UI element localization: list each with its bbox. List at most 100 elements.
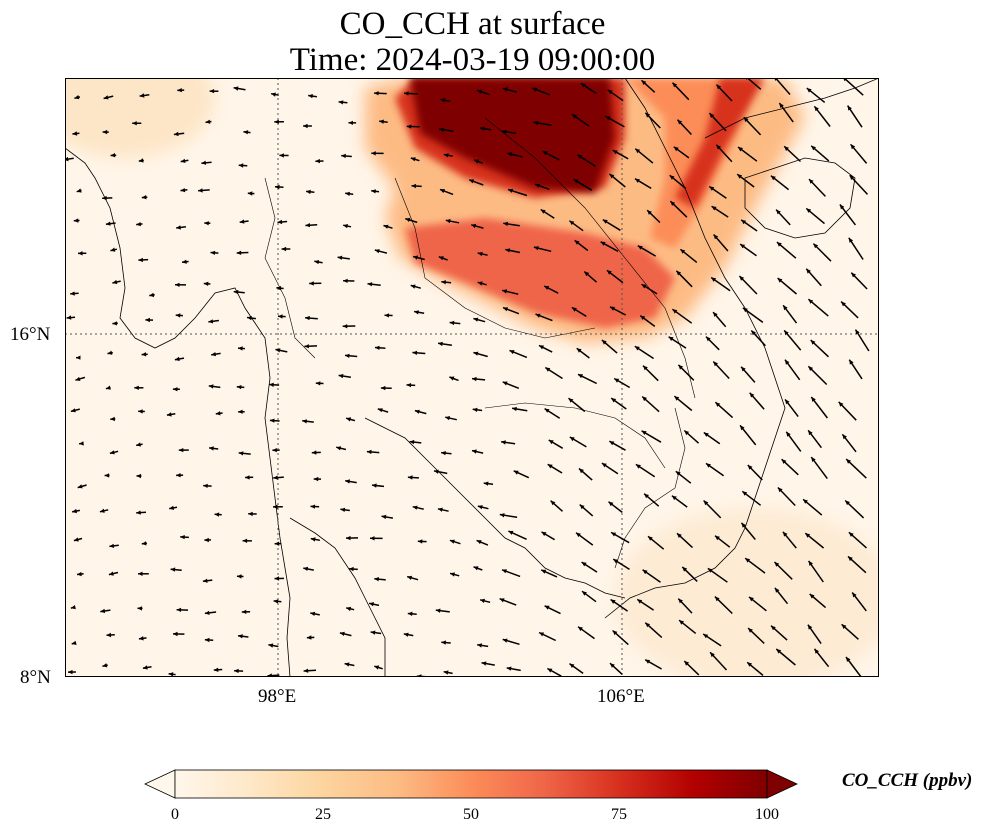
wind-arrow-head [814, 106, 819, 112]
wind-arrow-head [669, 175, 675, 180]
wind-arrow-head [716, 144, 721, 150]
wind-arrow-head [112, 321, 117, 326]
wind-arrow-head [169, 505, 174, 510]
wind-arrow-head [740, 425, 745, 431]
wind-arrow-head [779, 103, 784, 108]
wind-arrow-head [371, 189, 376, 194]
wind-arrow-head [855, 329, 860, 335]
colorbar-tick-50: 50 [463, 806, 479, 823]
wind-arrow-head [673, 146, 679, 152]
wind-arrow-head [545, 367, 551, 372]
wind-arrow-head [204, 537, 209, 543]
wind-arrow-head [438, 256, 444, 261]
wind-arrow-head [346, 535, 351, 541]
lon-tick-106e: 106°E [597, 686, 645, 707]
wind-arrow-head [739, 276, 745, 281]
wind-arrow-head [138, 409, 143, 414]
wind-arrow-head [412, 350, 418, 355]
wind-arrow-head [377, 408, 383, 413]
wind-arrow-head [674, 396, 680, 401]
wind-arrow-head [645, 622, 651, 628]
wind-arrow-head [406, 124, 412, 129]
wind-arrow-head [379, 119, 384, 124]
wind-arrow-head [479, 126, 485, 131]
wind-arrow-head [477, 89, 482, 94]
wind-arrow-head [273, 504, 278, 509]
wind-arrow-head [407, 475, 413, 480]
wind-arrow-head [338, 373, 344, 379]
wind-arrow-head [472, 407, 478, 412]
wind-arrow-head [449, 376, 455, 381]
wind-arrow-head [477, 505, 483, 510]
wind-arrow-head [578, 626, 583, 632]
wind-arrow-head [247, 191, 253, 196]
wind-arrow-head [845, 500, 850, 506]
wind-arrow-head [213, 667, 219, 672]
wind-arrow-head [605, 116, 611, 121]
wind-arrow-head [774, 587, 780, 593]
wind-arrow-head [279, 153, 284, 158]
wind-arrow-head [502, 569, 507, 574]
wind-arrow-head [506, 666, 512, 671]
wind-arrow-head [336, 446, 342, 451]
wind-arrow-head [303, 668, 309, 673]
map-plot-area [65, 78, 879, 677]
wind-arrow-head [245, 475, 250, 480]
wind-arrow-head [437, 507, 443, 512]
wind-arrow-head [71, 640, 77, 645]
wind-arrow-head [476, 540, 482, 545]
wind-arrow-head [645, 659, 651, 664]
wind-arrow-head [642, 569, 648, 575]
wind-arrow-head [136, 222, 141, 227]
wind-arrow-head [239, 219, 245, 224]
wind-arrow-head [440, 98, 446, 103]
wind-arrow-head [477, 281, 483, 286]
wind-arrow-head [407, 611, 413, 616]
wind-arrow-head [441, 280, 446, 285]
wind-arrow-head [644, 493, 649, 499]
wind-arrow-head [77, 484, 83, 489]
coast-hainan [744, 157, 856, 239]
colorbar-extend-low [144, 769, 176, 799]
wind-arrow-head [612, 150, 618, 155]
wind-arrow-head [611, 532, 617, 537]
wind-arrow-head [109, 450, 115, 455]
wind-arrow-head [134, 385, 139, 390]
wind-arrow-head [209, 89, 215, 94]
wind-arrow-head [781, 459, 787, 464]
wind-arrow-head [672, 82, 678, 88]
wind-arrow-head [774, 562, 780, 567]
wind-arrow-head [846, 459, 851, 464]
wind-arrow-head [571, 307, 577, 312]
wind-arrow-head [641, 430, 647, 435]
wind-arrow-head [141, 541, 147, 546]
wind-arrow-head [601, 463, 607, 468]
wind-arrow-head [600, 241, 606, 246]
wind-arrow-head [849, 359, 854, 365]
wind-arrow-head [509, 350, 515, 355]
wind-arrow-head [643, 365, 648, 371]
wind-arrow-head [310, 504, 316, 509]
wind-arrow-head [345, 353, 350, 358]
wind-arrow-head [569, 437, 575, 442]
wind-arrow-head [532, 87, 538, 92]
wind-arrow-head [105, 385, 111, 390]
wind-arrow-head [540, 209, 546, 214]
wind-arrow-head [72, 131, 78, 136]
wind-arrow-head [372, 483, 377, 488]
map-subtitle-time: Time: 2024-03-19 09:00:00 [289, 42, 656, 78]
wind-arrow-head [606, 270, 612, 275]
colorbar-extend-high [766, 769, 798, 799]
wind-arrow-head [811, 145, 816, 151]
colorbar-label: CO_CCH (ppbv) [842, 770, 973, 791]
wind-arrow-head [449, 320, 455, 326]
wind-arrow-head [580, 83, 586, 88]
wind-arrow-head [234, 668, 239, 674]
wind-arrow-head [142, 665, 148, 670]
wind-arrow-head [548, 440, 554, 445]
wind-arrow-head [477, 251, 483, 257]
wind-arrow-head [471, 223, 477, 229]
wind-arrow-head [579, 504, 585, 510]
wind-arrow-head [842, 434, 847, 440]
wind-arrow-head [417, 539, 423, 544]
